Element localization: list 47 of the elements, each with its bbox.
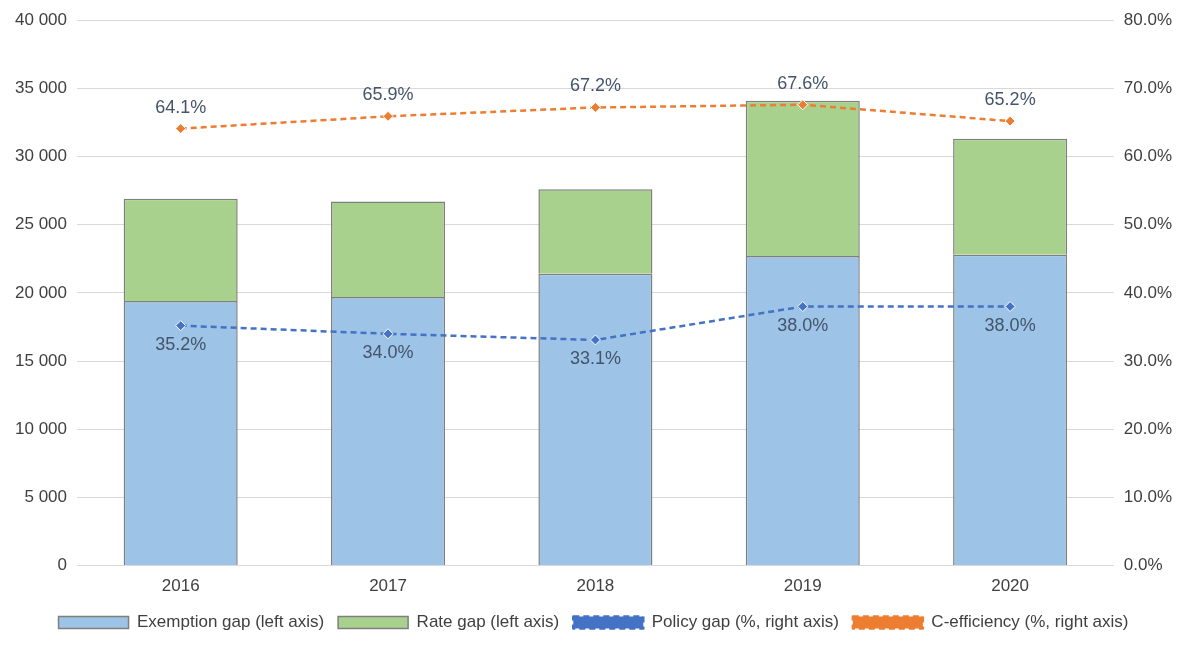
x-tick-label: 2016 [161,576,200,596]
data-label: 67.6% [777,72,829,93]
y-tick-label: 10 000 [15,418,67,438]
x-tick-label: 2017 [369,576,407,596]
point [175,123,187,135]
point [797,99,809,111]
y2-tick-label: 80.0% [1123,9,1172,29]
data-label: 64.1% [155,96,207,117]
y2-tick-label: 30.0% [1123,350,1172,370]
point [589,101,601,113]
y-tick-label: 40 000 [15,9,67,29]
data-label: 38.0% [777,314,829,335]
y2-tick-label: 10.0% [1123,487,1172,507]
point [1004,115,1016,127]
x-tick-label: 2020 [991,576,1030,596]
y2-tick-label: 70.0% [1123,78,1172,98]
y2-tick-label: 20.0% [1123,418,1172,438]
data-label: 33.1% [569,347,621,368]
point [175,320,187,332]
y2-tick-label: 60.0% [1123,146,1172,166]
point [1004,301,1016,313]
data-label: 65.2% [984,89,1036,110]
y2-tick-label: 50.0% [1123,214,1172,234]
y-tick-label: 25 000 [15,214,67,234]
data-label: 35.2% [155,333,207,354]
point [797,301,809,313]
legend-label: Rate gap (left axis) [416,612,560,632]
y-tick-label: 0 [57,555,67,575]
legend-label: C-efficiency (%, right axis) [931,612,1129,632]
point [382,110,394,122]
y-tick-label: 20 000 [15,282,67,302]
y2-tick-label: 40.0% [1123,282,1172,302]
y-tick-label: 15 000 [15,350,67,370]
data-label: 67.2% [569,75,621,96]
data-label: 34.0% [362,341,414,362]
x-tick-label: 2018 [576,576,615,596]
y-tick-label: 35 000 [15,78,67,98]
legend-label: Policy gap (%, right axis) [651,612,839,632]
point [382,328,394,340]
data-label: 65.9% [362,84,414,105]
point [589,334,601,346]
legend-label: Exemption gap (left axis) [137,612,325,632]
y2-tick-label: 0.0% [1123,555,1163,575]
y-tick-label: 30 000 [15,146,67,166]
y-tick-label: 5 000 [24,487,67,507]
data-label: 38.0% [984,314,1036,335]
x-tick-label: 2019 [783,576,822,596]
